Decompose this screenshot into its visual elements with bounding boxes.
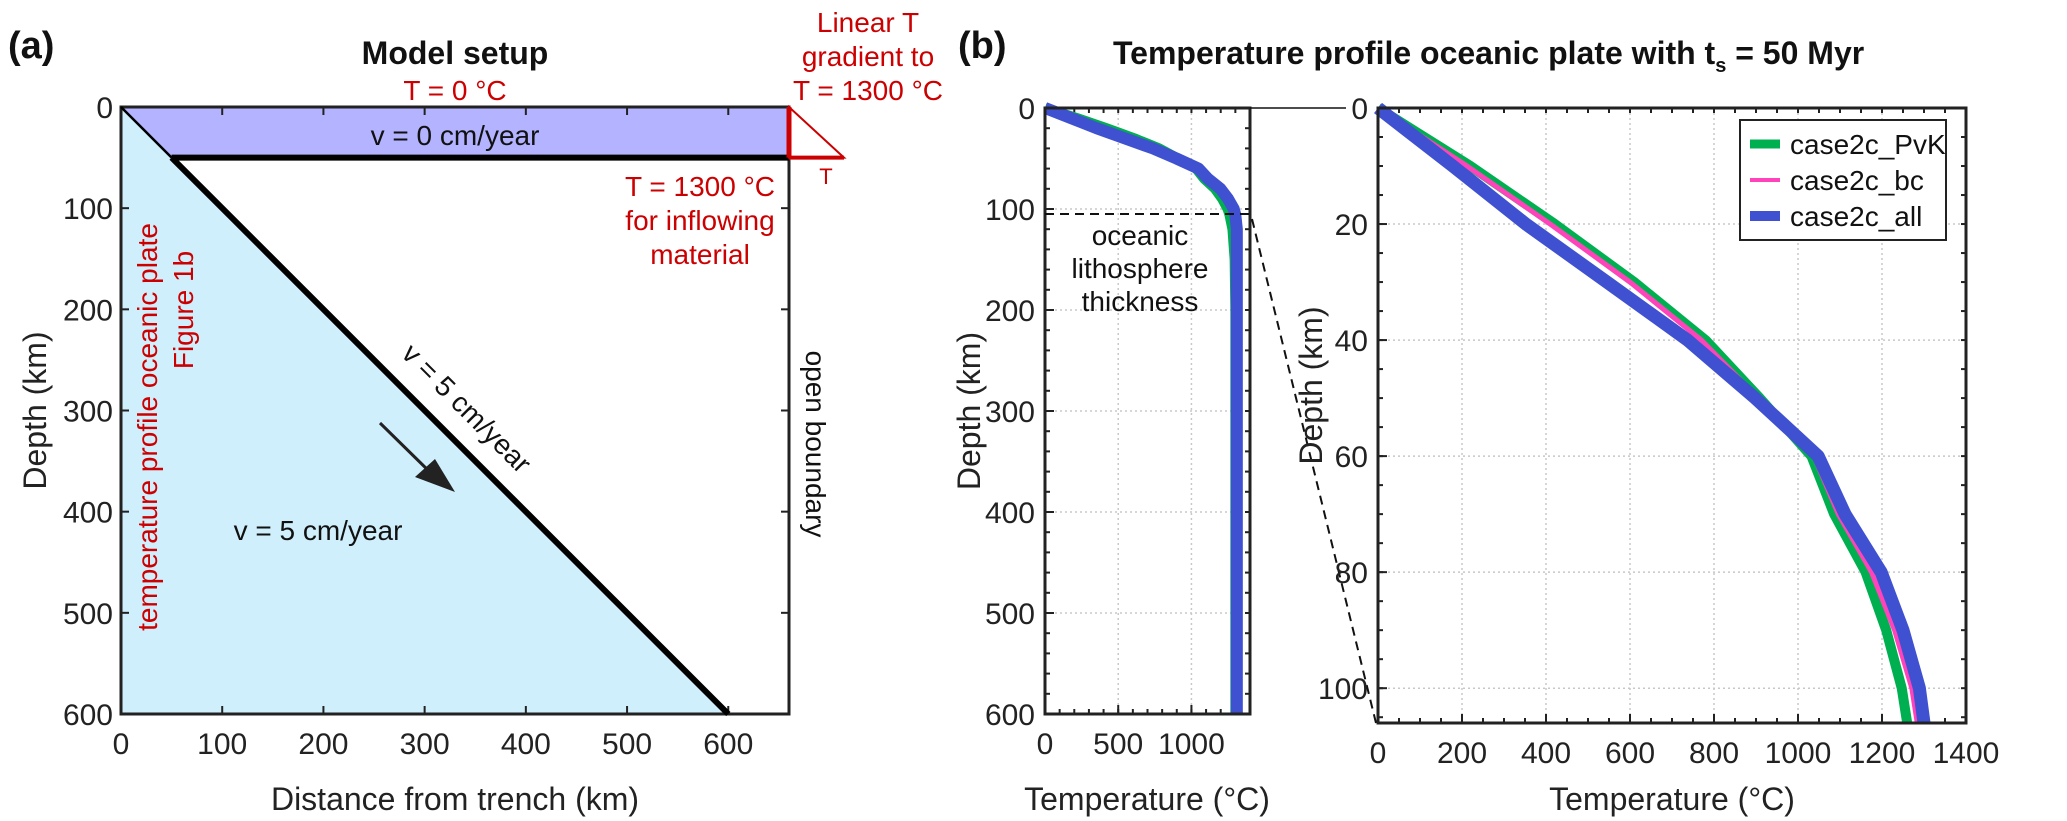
x-tick-label-b: 500 (1093, 728, 1143, 761)
y-tick-label-a: 0 (96, 92, 113, 125)
y-tick-label-c: 100 (1318, 673, 1368, 706)
axes-frame-c (1376, 106, 1968, 725)
right-bc-label-3: T = 1300 °C (793, 75, 943, 106)
y-tick-label-c: 0 (1351, 93, 1368, 126)
left-bc-label-2: Figure 1b (168, 251, 199, 369)
y-tick-label-c: 20 (1335, 209, 1368, 242)
legend-label: case2c_PvK (1790, 129, 1946, 160)
y-tick-label-a: 500 (63, 598, 113, 631)
y-tick-label-a: 400 (63, 497, 113, 530)
title-part: Temperature profile oceanic plate with t (1113, 35, 1716, 71)
x-tick-label-c: 1200 (1849, 737, 1916, 770)
x-tick-label-a: 600 (703, 728, 753, 761)
right-bc-label-1: Linear T (817, 7, 919, 38)
wedge-velocity-label: v = 5 cm/year (234, 515, 403, 546)
x-axis-label-b: Temperature (°C) (1024, 781, 1270, 817)
y-tick-label-c: 40 (1335, 325, 1368, 358)
x-tick-label-c: 400 (1521, 737, 1571, 770)
y-axis-label-a: Depth (km) (17, 331, 53, 489)
y-tick-label-b: 300 (985, 396, 1035, 429)
y-tick-label-a: 200 (63, 294, 113, 327)
lithosphere-label-2: lithosphere (1072, 253, 1209, 284)
left-bc-label-1: temperature profile oceanic plate (132, 223, 163, 631)
y-tick-label-b: 200 (985, 295, 1035, 328)
y-tick-label-a: 300 (63, 396, 113, 429)
y-tick-label-a: 600 (63, 699, 113, 732)
overriding-velocity-label: v = 0 cm/year (371, 120, 540, 151)
inflow-label-2: for inflowing (625, 205, 774, 236)
x-tick-label-a: 100 (197, 728, 247, 761)
y-axis-label-b: Depth (km) (951, 332, 987, 490)
y-tick-label-b: 600 (985, 699, 1035, 732)
x-tick-label-b: 1000 (1158, 728, 1225, 761)
inflow-label-3: material (650, 239, 750, 270)
x-tick-label-a: 400 (501, 728, 551, 761)
x-tick-label-a: 200 (298, 728, 348, 761)
top-bc-label: T = 0 °C (403, 75, 506, 106)
open-boundary-label: open boundary (800, 351, 831, 538)
overriding-plate-region (121, 107, 789, 158)
right-bc-label-2: gradient to (802, 41, 934, 72)
x-tick-label-a: 500 (602, 728, 652, 761)
series-line-case2c_all (1374, 102, 1931, 723)
series-line-case2c_all (1045, 102, 1243, 714)
gradient-triangle (788, 104, 847, 159)
chart-title-b: Temperature profile oceanic plate with t… (1113, 35, 1864, 77)
inflow-label-1: T = 1300 °C (625, 171, 775, 202)
lithosphere-label-1: oceanic (1092, 220, 1189, 251)
x-tick-label-a: 0 (113, 728, 130, 761)
x-tick-label-b: 0 (1037, 728, 1054, 761)
x-tick-label-c: 1400 (1933, 737, 2000, 770)
gradient-axis-label: T (819, 164, 832, 189)
flow-arrow-head (415, 459, 455, 492)
x-tick-label-c: 800 (1689, 737, 1739, 770)
title-part: = 50 Myr (1726, 35, 1864, 71)
y-tick-label-b: 100 (985, 194, 1035, 227)
zoom-connector-bottom (1251, 218, 1377, 724)
x-tick-label-c: 0 (1370, 737, 1387, 770)
y-tick-label-b: 0 (1018, 93, 1035, 126)
x-tick-label-c: 200 (1437, 737, 1487, 770)
slab-top (169, 155, 731, 717)
y-axis-label-c: Depth (km) (1293, 306, 1329, 464)
legend-label: case2c_bc (1790, 165, 1924, 196)
y-tick-label-b: 500 (985, 598, 1035, 631)
y-tick-label-c: 60 (1335, 441, 1368, 474)
y-tick-label-b: 400 (985, 497, 1035, 530)
x-axis-label-c: Temperature (°C) (1549, 781, 1795, 817)
x-tick-label-a: 300 (400, 728, 450, 761)
chart-title-a: Model setup (362, 35, 549, 71)
x-tick-label-c: 1000 (1765, 737, 1832, 770)
y-tick-label-c: 80 (1335, 557, 1368, 590)
legend-label: case2c_all (1790, 201, 1922, 232)
x-axis-label-a: Distance from trench (km) (271, 781, 639, 817)
lithosphere-label-3: thickness (1082, 286, 1199, 317)
title-subscript: s (1715, 55, 1726, 77)
panel-label-a: (a) (8, 25, 54, 67)
panel-label-b: (b) (958, 25, 1007, 67)
slab-top-shallow (120, 106, 173, 159)
x-tick-label-c: 600 (1605, 737, 1655, 770)
y-tick-label-a: 100 (63, 193, 113, 226)
